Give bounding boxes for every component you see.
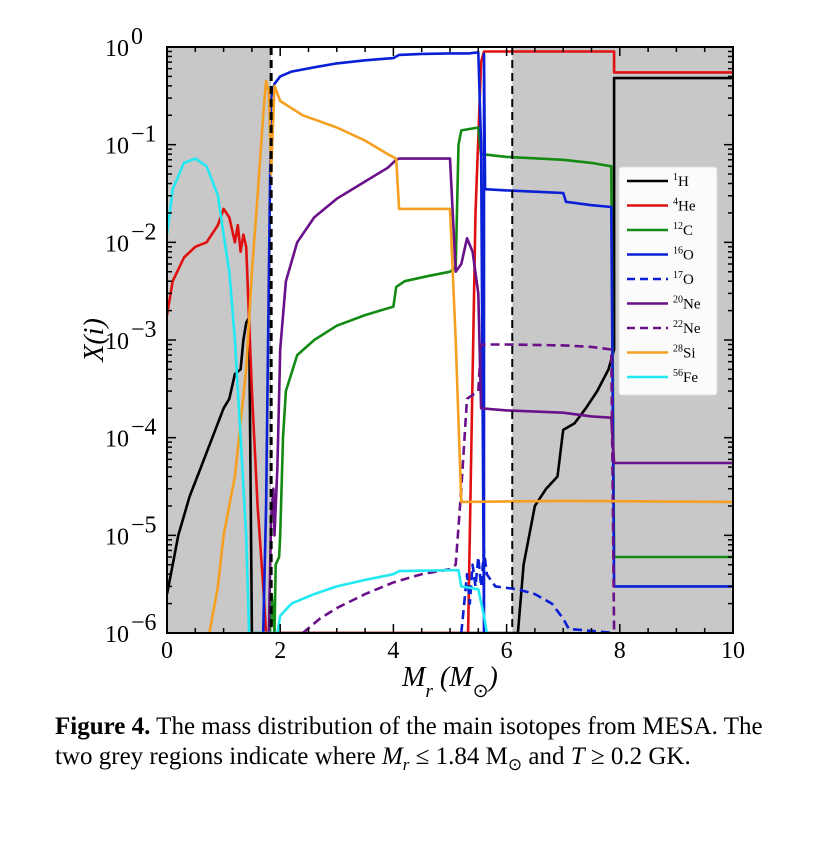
caption-text-3: and xyxy=(522,743,571,770)
caption-text-4: ≥ 0.2 GK. xyxy=(584,743,691,770)
y-tick-exponent: −1 xyxy=(131,122,157,148)
figure-caption: Figure 4. The mass distribution of the m… xyxy=(55,712,785,780)
x-tick-label: 10 xyxy=(721,638,745,664)
legend-label-ne22: 22Ne xyxy=(673,319,701,337)
y-tick-exponent: −5 xyxy=(131,512,157,538)
legend-label-o16: 16O xyxy=(673,246,694,264)
x-axis-label: Mr (M⊙) xyxy=(401,662,498,700)
legend-label-ne20: 20Ne xyxy=(673,295,701,313)
y-tick-exponent: −4 xyxy=(131,415,157,441)
legend-label-o17: 17O xyxy=(673,270,694,288)
y-tick-label: 10 xyxy=(105,427,129,453)
series-line-c12 xyxy=(268,126,733,633)
y-tick-exponent: −2 xyxy=(131,219,157,245)
boundary-lines xyxy=(269,47,514,633)
legend-box xyxy=(618,166,718,396)
caption-math-m: M xyxy=(381,743,403,770)
x-tick-label: 0 xyxy=(161,638,173,664)
series-line-o16 xyxy=(261,51,733,633)
x-tick-label: 2 xyxy=(274,638,286,664)
legend-label-h1: 1H xyxy=(673,172,689,190)
y-tick-label: 10 xyxy=(105,36,129,62)
y-tick-exponent: −3 xyxy=(131,317,157,343)
series-line-si28 xyxy=(208,79,733,633)
legend-label-c12: 12C xyxy=(673,221,693,239)
series-line-he4 xyxy=(167,50,733,633)
series-line-fe56 xyxy=(167,157,489,633)
caption-math-r: r xyxy=(402,755,410,774)
y-tick-exponent: −6 xyxy=(131,610,157,636)
x-tick-label: 6 xyxy=(501,638,513,664)
caption-math-t: T xyxy=(570,743,585,770)
caption-text-2: ≤ 1.84 M xyxy=(409,743,508,770)
caption-text-1: The mass distribution of the main isotop… xyxy=(55,713,763,770)
y-tick-label: 10 xyxy=(105,524,129,550)
series-line-ne20 xyxy=(267,157,733,633)
y-tick-label: 10 xyxy=(105,622,129,648)
y-tick-label: 10 xyxy=(105,329,129,355)
y-tick-exponent: 0 xyxy=(131,24,143,50)
caption-sun-symbol: ⊙ xyxy=(507,755,523,774)
legend-label-si28: 28Si xyxy=(673,344,696,362)
axis-ticks xyxy=(166,46,734,634)
y-axis-label: X(i) xyxy=(79,318,110,363)
series-line-h1 xyxy=(167,76,733,633)
x-tick-label: 4 xyxy=(387,638,399,664)
y-tick-label: 10 xyxy=(105,231,129,257)
x-tick-label: 8 xyxy=(614,638,626,664)
caption-fig-label: Figure 4. xyxy=(55,713,151,740)
y-tick-label: 10 xyxy=(105,134,129,160)
series-lines xyxy=(167,50,733,633)
series-line-o17 xyxy=(460,549,615,633)
shaded-region-1 xyxy=(167,47,272,633)
legend: 1H 4He 12C 16O 17O 20Ne 22Ne 28Si 56Fe xyxy=(618,166,718,396)
legend-label-he4: 4He xyxy=(673,197,696,215)
x-tick-labels: 0 2 4 6 8 10 xyxy=(161,638,745,664)
legend-label-fe56: 56Fe xyxy=(673,368,698,386)
